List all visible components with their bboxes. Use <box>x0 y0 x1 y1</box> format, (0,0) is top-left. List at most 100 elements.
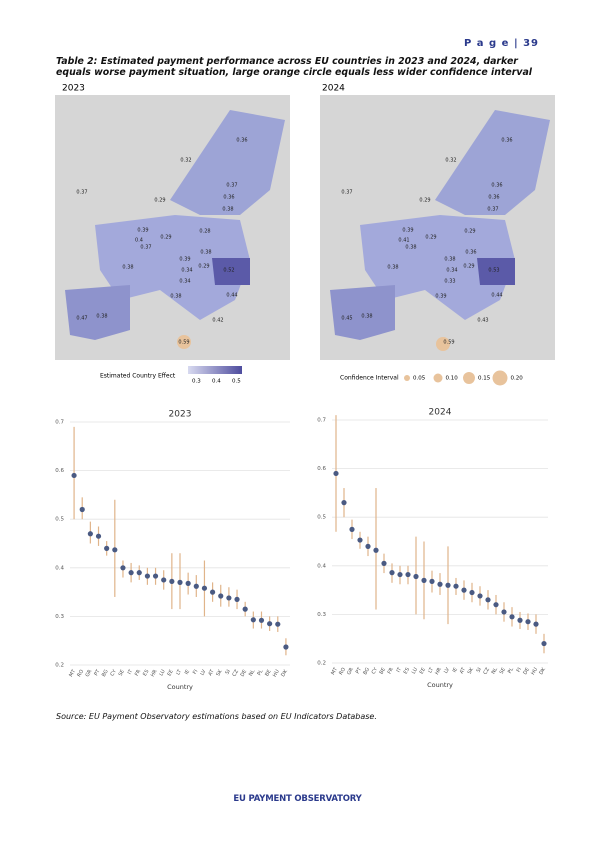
chart-title: 2024 <box>429 408 452 418</box>
x-tick-label: PT <box>355 666 364 675</box>
dot <box>275 621 281 627</box>
map-value-label: 0.37 <box>76 190 87 196</box>
map-value-label: 0.34 <box>181 268 192 274</box>
x-tick-label: LT <box>427 666 435 674</box>
map-title: 2023 <box>62 84 85 94</box>
x-tick-label: DK <box>538 666 547 676</box>
x-tick-label: HR <box>434 666 443 676</box>
map-value-label: 0.29 <box>463 264 474 270</box>
mainland <box>360 215 515 320</box>
dot <box>501 609 507 615</box>
x-tick-label: FR <box>387 666 396 675</box>
map-value-label: 0.38 <box>222 207 233 213</box>
x-tick-label: LU <box>411 666 419 675</box>
dot <box>283 644 289 650</box>
map-value-label: 0.37 <box>140 245 151 251</box>
dot <box>437 581 443 587</box>
dot <box>209 589 216 595</box>
y-tick-label: 0.7 <box>55 420 64 426</box>
dot <box>381 560 387 566</box>
legend-colorbar <box>188 366 242 374</box>
dot <box>469 589 475 596</box>
dot <box>365 543 371 549</box>
map-value-label: 0.39 <box>435 294 446 300</box>
x-tick-label: IE <box>184 669 192 676</box>
map-value-label: 0.39 <box>402 228 413 234</box>
map-value-label: 0.36 <box>465 250 476 256</box>
iberia <box>330 285 395 340</box>
map-value-label: 0.52 <box>223 268 234 274</box>
map-value-label: 0.37 <box>226 183 237 189</box>
y-tick-label: 0.6 <box>317 466 326 472</box>
dot <box>517 617 523 623</box>
map-value-label: 0.36 <box>491 183 502 189</box>
footer-logo: EU PAYMENT OBSERVATORY <box>233 794 362 804</box>
legend-circle <box>433 373 443 383</box>
nordics <box>435 110 550 215</box>
x-tick-label: DE <box>240 669 249 678</box>
dot <box>250 617 256 623</box>
dot <box>95 533 102 539</box>
y-tick-label: 0.2 <box>317 661 326 667</box>
x-tick-label: NL <box>248 669 257 678</box>
map-title: 2024 <box>322 84 345 94</box>
dot <box>349 526 355 532</box>
x-tick-label: ES <box>142 669 150 677</box>
chart-title: 2023 <box>169 410 192 420</box>
x-tick-label: DK <box>280 668 289 678</box>
dot <box>541 640 547 647</box>
x-tick-label: LU <box>158 668 166 677</box>
dot <box>405 571 411 578</box>
dot <box>112 547 118 553</box>
romania <box>212 258 250 285</box>
map-value-label: 0.32 <box>180 158 191 164</box>
x-tick-label: FR <box>134 668 143 677</box>
dot <box>144 573 151 579</box>
x-tick-label: DE <box>522 667 531 676</box>
dot <box>477 593 483 599</box>
dot <box>71 472 77 479</box>
map-value-label: 0.28 <box>199 229 210 235</box>
x-tick-label: BG <box>101 669 110 678</box>
map-value-label: 0.42 <box>212 318 223 324</box>
map-value-label: 0.36 <box>223 195 234 201</box>
x-tick-label: ES <box>403 667 411 675</box>
nordics <box>170 110 285 215</box>
map-value-label: 0.33 <box>444 279 455 285</box>
map-value-label: 0.36 <box>236 138 247 144</box>
dot <box>485 597 491 603</box>
y-tick-label: 0.5 <box>55 517 64 523</box>
map-value-label: 0.34 <box>179 279 190 285</box>
x-tick-label: EE <box>167 669 175 677</box>
x-tick-label: FI <box>192 669 199 676</box>
legend-circle <box>463 372 475 384</box>
dot <box>453 583 459 589</box>
x-axis-label: Country <box>427 681 453 689</box>
x-tick-label: IT <box>127 668 135 676</box>
romania <box>477 258 515 285</box>
x-tick-label: MT <box>330 666 339 676</box>
x-tick-label: HU <box>272 668 281 678</box>
x-tick-label: GR <box>346 666 355 676</box>
x-tick-label: LV <box>199 668 207 676</box>
dot <box>152 573 159 579</box>
x-tick-label: AT <box>459 666 468 675</box>
map-2024 <box>320 95 555 360</box>
page-number: P a g e | 39 <box>464 38 539 49</box>
map-value-label: 0.29 <box>154 198 165 204</box>
dot <box>461 587 467 593</box>
dot <box>161 577 167 583</box>
map-value-label: 0.38 <box>405 245 416 251</box>
map-value-label: 0.29 <box>419 198 430 204</box>
x-tick-label: HU <box>530 666 539 676</box>
map-value-label: 0.38 <box>96 314 107 320</box>
x-tick-label: CY <box>109 668 118 677</box>
dot <box>104 545 110 551</box>
map-value-label: 0.43 <box>477 318 488 324</box>
legend-tick: 0.05 <box>413 376 426 382</box>
mainland <box>95 215 250 320</box>
legend-tick: 0.20 <box>511 376 524 382</box>
map-value-label: 0.32 <box>445 158 456 164</box>
x-tick-label: LV <box>443 666 451 674</box>
x-tick-label: PL <box>507 667 515 675</box>
